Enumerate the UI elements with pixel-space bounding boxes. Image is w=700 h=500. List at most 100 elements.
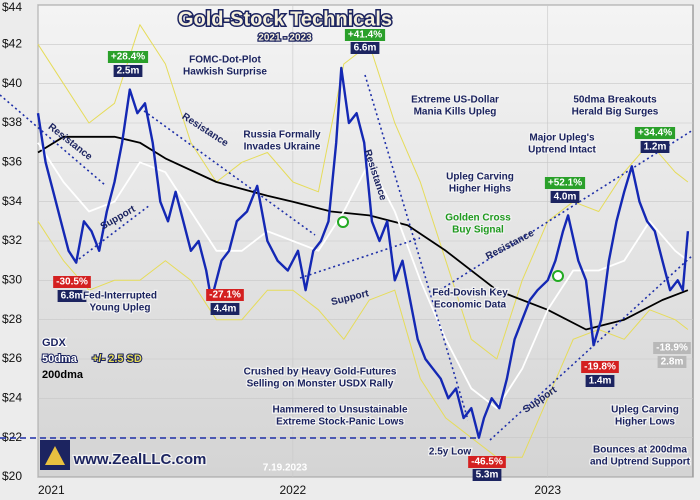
y-tick-label: $32 — [2, 233, 22, 247]
y-tick-label: $28 — [2, 312, 22, 326]
label-box — [653, 342, 691, 354]
annotation: 1.4m — [589, 376, 612, 387]
annotation: +41.4% — [348, 30, 382, 41]
label-box — [634, 127, 676, 139]
x-tick-label: 2022 — [280, 483, 307, 497]
chart-title: Gold-Stock Technicals — [178, 8, 392, 30]
legend-label: GDX — [42, 337, 67, 349]
annotation: Higher Lows — [615, 417, 675, 428]
trendline — [364, 74, 469, 421]
label-box — [585, 375, 615, 387]
y-tick-label: $44 — [2, 0, 22, 14]
label-box — [210, 303, 240, 315]
annotation: Golden Cross — [445, 213, 511, 224]
cross-marker — [552, 270, 564, 282]
annotation: 2.8m — [661, 357, 684, 368]
annotation: Major Upleg's — [529, 133, 595, 144]
label-box — [550, 191, 580, 203]
label-box — [57, 290, 87, 302]
legend-label: 50dma — [42, 353, 78, 365]
label-box — [53, 276, 91, 288]
label-box — [640, 141, 670, 153]
annotation: and Uptrend Support — [590, 457, 691, 468]
trendline — [489, 254, 694, 441]
annotation: Buy Signal — [452, 225, 504, 236]
y-tick-label: $42 — [2, 37, 22, 51]
label-box — [107, 51, 149, 63]
label-box — [344, 29, 386, 41]
annotation: Economic Data — [434, 300, 507, 311]
annotation: Extreme Stock-Panic Lows — [276, 417, 404, 428]
legend-label: +/- 2.5 SD — [92, 353, 142, 365]
annotation: Selling on Monster USDX Rally — [247, 379, 394, 390]
annotation: 4.0m — [554, 192, 577, 203]
annotation: Hawkish Surprise — [183, 67, 267, 78]
annotation: +28.4% — [111, 52, 145, 63]
annotation: Mania Kills Upleg — [414, 107, 497, 118]
trendline — [139, 107, 316, 236]
y-tick-label: $20 — [2, 469, 22, 483]
series-line — [36, 66, 690, 439]
annotation: Crushed by Heavy Gold-Futures — [244, 367, 397, 378]
trendline — [74, 204, 151, 263]
annotation: 5.3m — [476, 470, 499, 481]
series-line — [37, 142, 689, 410]
annotation: Extreme US-Dollar — [411, 95, 499, 106]
y-tick-label: $40 — [2, 76, 22, 90]
label-box — [657, 356, 687, 368]
y-tick-label: $38 — [2, 115, 22, 129]
legend-label: 200dma — [42, 369, 84, 381]
annotation: Upleg Carving — [446, 172, 514, 183]
x-tick-label: 2023 — [534, 483, 561, 497]
label-box — [544, 177, 586, 189]
annotation: 4.4m — [214, 304, 237, 315]
annotation: -19.8% — [584, 362, 616, 373]
legend: GDX 50dma 200dma +/- 2.5 SD — [41, 336, 143, 381]
cross-marker — [337, 216, 349, 228]
annotation: -27.1% — [209, 290, 241, 301]
annotation: Fed-Dovish Key — [432, 288, 508, 299]
annotation: Invades Ukraine — [244, 142, 321, 153]
annotation: FOMC-Dot-Plot — [189, 55, 261, 66]
annotation: Herald Big Surges — [572, 107, 659, 118]
trendlines — [0, 74, 694, 470]
trendline — [299, 237, 421, 279]
annotation: 7.19.2023 — [263, 463, 308, 474]
annotation: +52.1% — [548, 178, 582, 189]
y-tick-label: $30 — [2, 273, 22, 287]
annotation: +34.4% — [638, 128, 672, 139]
y-tick-label: $24 — [2, 391, 22, 405]
annotation: Fed-Interrupted — [83, 291, 157, 302]
annotation: Upleg Carving — [611, 405, 679, 416]
annotation: 6.6m — [354, 43, 377, 54]
annotation: 6.8m — [61, 291, 84, 302]
logo-mark — [45, 446, 65, 465]
annotation: -46.5% — [471, 457, 503, 468]
annotation: -30.5% — [56, 277, 88, 288]
y-tick-label: $36 — [2, 155, 22, 169]
y-tick-label: $34 — [2, 194, 22, 208]
y-tick-label: $26 — [2, 351, 22, 365]
x-tick-label: 2021 — [38, 483, 65, 497]
annotation: Bounces at 200dma — [593, 445, 687, 456]
y-tick-label: $22 — [2, 430, 22, 444]
annotation: 2.5m — [117, 66, 140, 77]
annotation: Young Upleg — [90, 303, 151, 314]
annotation: 2.5y Low — [429, 447, 471, 458]
annotation: -18.9% — [656, 343, 688, 354]
annotation: 50dma Breakouts — [573, 95, 657, 106]
annotation: Russia Formally — [243, 130, 321, 141]
label-box — [206, 289, 244, 301]
label-box — [472, 469, 502, 481]
label-box — [468, 456, 506, 468]
annotation: Uptrend Intact — [528, 145, 596, 156]
chart-subtitle: 2021 - 2023 — [258, 33, 312, 44]
annotation: Higher Highs — [449, 184, 512, 195]
annotation: Hammered to Unsustainable — [272, 405, 407, 416]
annotation: 1.2m — [644, 142, 667, 153]
label-box — [350, 42, 380, 54]
band-line — [37, 221, 689, 458]
